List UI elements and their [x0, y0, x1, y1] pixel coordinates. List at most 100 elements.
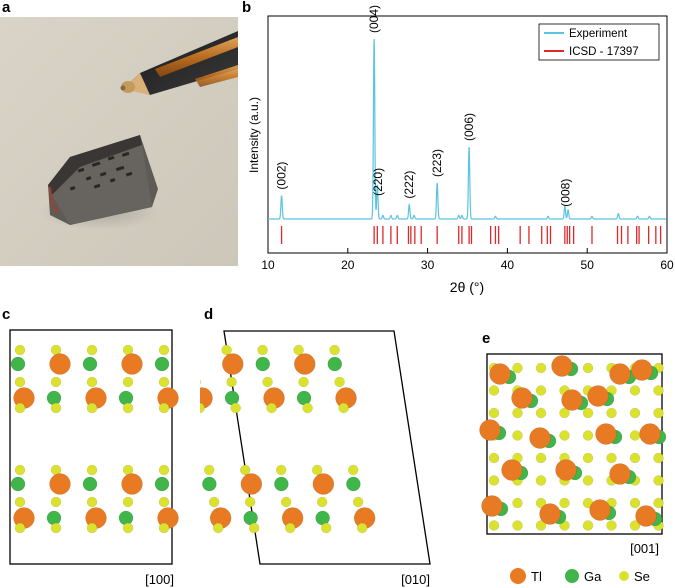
atom-se: [158, 402, 170, 414]
x-tick-label: 60: [660, 258, 674, 272]
atom-se: [284, 522, 296, 534]
panel-label-c: c: [2, 306, 11, 323]
structure-view-100: [100]: [9, 329, 179, 587]
atom-se: [653, 475, 664, 486]
atom-ga: [274, 476, 289, 492]
atom-se: [559, 407, 570, 419]
atom-se: [653, 407, 664, 419]
atom-se: [629, 452, 641, 464]
atom-ga: [10, 476, 26, 492]
atom-se: [298, 376, 309, 388]
atom-ga: [118, 390, 134, 406]
direction-label-c: [100]: [145, 572, 174, 587]
atom-se: [293, 344, 304, 356]
atom-tl: [555, 459, 577, 481]
atom-ga: [327, 356, 343, 372]
atom-se: [14, 522, 26, 534]
atom-se: [488, 520, 500, 531]
atom-se: [208, 496, 220, 508]
peak-annotation: (006): [462, 113, 476, 141]
atom-se: [50, 496, 62, 508]
atom-se: [244, 496, 256, 508]
x-axis-label: 2θ (°): [450, 279, 484, 295]
legend-label-experiment: Experiment: [569, 28, 628, 40]
atom-tl: [49, 353, 71, 375]
atom-se: [14, 344, 26, 356]
atom-se: [512, 497, 523, 509]
atom-se: [86, 522, 98, 534]
atom-tl: [49, 473, 71, 495]
atom-se: [302, 402, 313, 414]
atom-se: [535, 452, 547, 464]
atom-se: [14, 376, 26, 388]
atom-tl: [595, 423, 617, 445]
atom-tl: [609, 463, 631, 485]
atom-se: [158, 376, 170, 388]
atom-ga: [154, 476, 170, 492]
legend: Experiment ICSD - 17397: [538, 23, 660, 61]
atom-se: [329, 344, 340, 356]
atom-se: [347, 464, 359, 476]
atom-legend: Tl Ga Se: [510, 568, 650, 584]
atom-se: [582, 475, 594, 486]
atom-tl: [561, 389, 583, 411]
atom-se: [86, 344, 98, 356]
panel-label-d: d: [204, 306, 214, 323]
atom-se: [629, 520, 641, 531]
atom-tl: [481, 495, 503, 517]
atom-se: [248, 522, 260, 534]
atom-ga: [346, 476, 361, 492]
atom-tl: [511, 387, 533, 409]
atom-se: [221, 344, 232, 356]
atom-ga: [296, 390, 312, 406]
structure-view-001: [001] Tl Ga Se: [479, 353, 667, 584]
unit-cell-c: [9, 329, 173, 565]
atom-se: [512, 430, 523, 441]
atom-se: [356, 522, 368, 534]
legend-atom-ga: [565, 569, 579, 583]
atom-se: [653, 385, 664, 396]
legend-atom-tl: [510, 568, 526, 584]
atom-se: [582, 430, 594, 441]
atom-se: [86, 402, 98, 414]
peak-annotation: (220): [371, 168, 385, 196]
atom-se: [50, 522, 62, 534]
atom-se: [352, 496, 364, 508]
atom-se: [535, 520, 547, 531]
legend-label-tl: Tl: [531, 569, 542, 584]
unit-cell-e: [486, 353, 663, 535]
atom-ga: [10, 356, 26, 372]
atom-tl: [639, 423, 661, 445]
atom-tl: [589, 499, 611, 521]
atom-se: [200, 379, 201, 385]
panel-label-e: e: [482, 330, 491, 347]
atom-se: [582, 407, 594, 419]
atom-se: [606, 452, 617, 464]
atom-se: [122, 402, 134, 414]
atom-se: [606, 520, 617, 531]
legend-label-icsd: ICSD - 17397: [569, 46, 639, 58]
atom-tl: [609, 363, 631, 385]
atom-se: [50, 376, 62, 388]
atom-ga: [255, 356, 271, 372]
xrd-chart: 10 20 30 40 50 60 (002) (004) (220) (222) (223) (0…: [247, 5, 674, 295]
atom-ga: [243, 510, 258, 526]
atom-se: [226, 376, 237, 388]
atom-se: [86, 496, 98, 508]
atom-se: [158, 496, 170, 508]
atom-ga: [46, 510, 62, 526]
atom-tl: [635, 505, 657, 527]
atom-se: [559, 497, 570, 509]
atom-tl: [240, 473, 263, 495]
atom-tl: [489, 363, 511, 385]
atom-tl: [529, 427, 551, 449]
legend-atom-se: [619, 571, 629, 581]
peak-annotation: (223): [430, 149, 444, 177]
atom-se: [122, 496, 134, 508]
atom-tl: [121, 353, 143, 375]
atom-se: [606, 407, 617, 419]
atom-se: [266, 402, 277, 414]
atom-se: [158, 344, 170, 356]
atom-se: [535, 407, 547, 419]
x-tick-label: 40: [501, 258, 515, 272]
